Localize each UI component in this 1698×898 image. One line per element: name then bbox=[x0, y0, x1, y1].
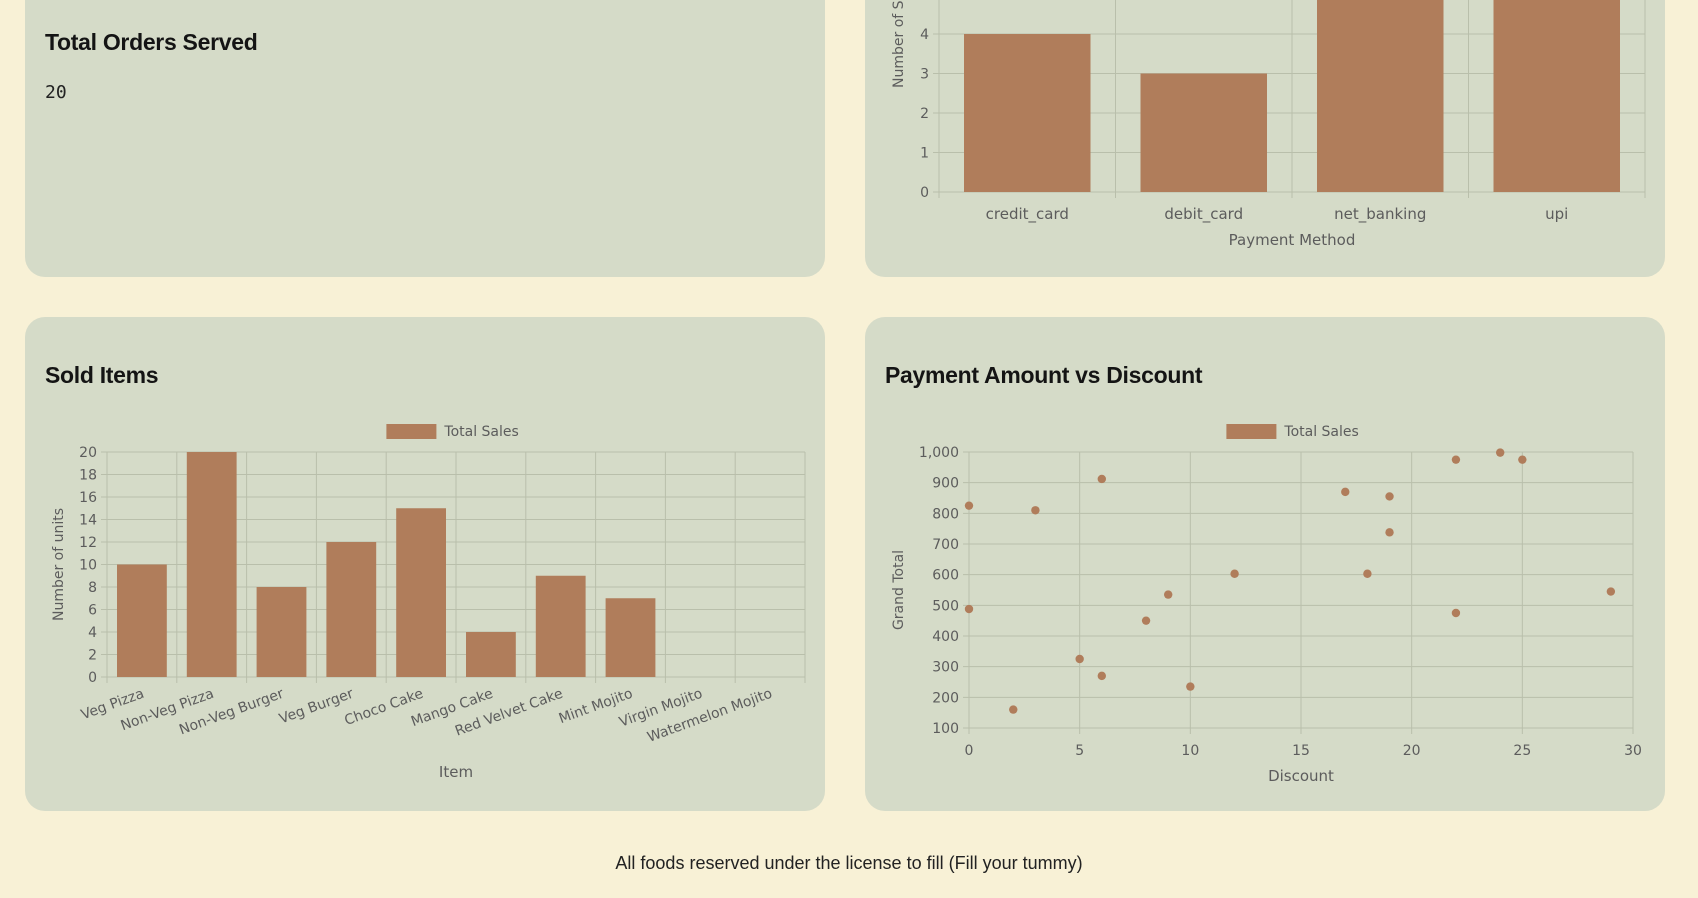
y-tick-label: 2 bbox=[920, 106, 929, 122]
y-tick-label: 2 bbox=[88, 648, 97, 664]
x-tick-label: Watermelon Mojito bbox=[645, 686, 774, 746]
bar-item bbox=[186, 452, 237, 677]
legend-swatch bbox=[1226, 424, 1277, 439]
bar-item bbox=[396, 508, 446, 677]
x-tick-label: 5 bbox=[1075, 743, 1084, 759]
bar-item bbox=[605, 598, 656, 677]
x-axis-label: Item bbox=[439, 763, 473, 781]
legend-label: Total Sales bbox=[443, 424, 518, 440]
y-tick-label: 12 bbox=[79, 535, 97, 551]
y-tick-label: 3 bbox=[920, 67, 929, 83]
y-tick-label: 10 bbox=[79, 558, 97, 574]
scatter-point bbox=[1097, 671, 1106, 681]
y-tick-label: 0 bbox=[920, 185, 929, 201]
y-tick-label: 14 bbox=[79, 513, 97, 529]
bar-net_banking bbox=[1317, 0, 1444, 192]
bar-item bbox=[326, 542, 377, 677]
payment-vs-discount-chart: Total Sales1002003004005006007008009001,… bbox=[891, 424, 1642, 785]
orders-count-value: 20 bbox=[45, 82, 67, 103]
y-tick-label: 700 bbox=[932, 537, 959, 553]
orders-card-title: Total Orders Served bbox=[45, 29, 258, 55]
scatter-card: Payment Amount vs Discount Total Sales 10… bbox=[865, 317, 1665, 811]
y-tick-label: 400 bbox=[932, 629, 959, 645]
y-tick-label: 500 bbox=[932, 598, 959, 614]
y-tick-label: 0 bbox=[88, 670, 97, 686]
scatter-point bbox=[1230, 569, 1239, 578]
y-tick-label: 1 bbox=[920, 146, 929, 162]
y-tick-label: 100 bbox=[932, 721, 959, 737]
x-tick-label: 10 bbox=[1181, 743, 1199, 759]
x-tick-label: 25 bbox=[1513, 743, 1531, 759]
x-tick-label: net_banking bbox=[1334, 205, 1426, 224]
sold-items-title: Sold Items bbox=[45, 362, 159, 388]
bar-debit_card bbox=[1140, 73, 1267, 192]
x-axis-label: Payment Method bbox=[1229, 231, 1356, 249]
legend-swatch bbox=[386, 424, 437, 439]
scatter-point bbox=[1496, 448, 1505, 457]
scatter-point bbox=[1385, 528, 1394, 537]
y-tick-label: 200 bbox=[932, 690, 959, 706]
bar-item bbox=[466, 632, 516, 677]
scatter-point bbox=[1141, 616, 1151, 625]
bar-upi bbox=[1493, 0, 1620, 192]
sold-items-card: Sold Items Total Sales 0 2 4 6 8 10 12 14 16 18 20 V… bbox=[25, 317, 825, 811]
scatter-point bbox=[964, 501, 974, 510]
scatter-point bbox=[1451, 455, 1461, 464]
scatter-point bbox=[1009, 705, 1018, 714]
x-tick-label: credit_card bbox=[986, 205, 1069, 224]
y-axis-label: Number of units bbox=[51, 508, 67, 621]
y-axis-label: Grand Total bbox=[891, 550, 907, 630]
y-tick-label: 4 bbox=[88, 625, 97, 641]
x-tick-label: 30 bbox=[1624, 743, 1642, 759]
x-tick-label: upi bbox=[1545, 205, 1568, 223]
bar-item bbox=[535, 575, 586, 677]
legend-label: Total Sales bbox=[1283, 424, 1358, 440]
orders-card: Total Orders Served 20 bbox=[25, 0, 825, 277]
scatter-point bbox=[1164, 590, 1173, 599]
y-axis-label: Number of Sales bbox=[891, 0, 907, 88]
y-tick-label: 18 bbox=[79, 468, 97, 484]
x-tick-label: 20 bbox=[1403, 743, 1421, 759]
x-axis-label: Discount bbox=[1268, 767, 1334, 785]
scatter-point bbox=[1341, 487, 1350, 497]
scatter-point bbox=[1518, 455, 1527, 464]
y-tick-label: 4 bbox=[920, 27, 929, 43]
scatter-point bbox=[1606, 587, 1616, 596]
scatter-point bbox=[1451, 608, 1461, 618]
bar-item bbox=[256, 587, 307, 677]
x-tick-label: 15 bbox=[1292, 743, 1310, 759]
y-tick-label: 20 bbox=[79, 445, 97, 461]
y-tick-label: 900 bbox=[932, 476, 959, 492]
y-tick-label: 6 bbox=[88, 603, 97, 619]
y-tick-label: 300 bbox=[932, 660, 959, 676]
scatter-point bbox=[1031, 506, 1040, 515]
scatter-point bbox=[1385, 492, 1394, 501]
y-tick-label: 600 bbox=[932, 568, 959, 584]
scatter-point bbox=[964, 604, 974, 614]
scatter-point bbox=[1186, 682, 1195, 691]
scatter-point bbox=[1097, 474, 1106, 484]
x-tick-label: debit_card bbox=[1164, 205, 1243, 224]
bar-credit_card bbox=[964, 34, 1091, 192]
scatter-point bbox=[1075, 654, 1084, 664]
scatter-title: Payment Amount vs Discount bbox=[885, 362, 1203, 388]
x-tick-label: 0 bbox=[965, 743, 974, 759]
bar-item bbox=[117, 564, 167, 677]
footer-text: All foods reserved under the license to … bbox=[615, 853, 1083, 873]
y-tick-label: 16 bbox=[79, 490, 97, 506]
y-tick-label: 8 bbox=[88, 580, 97, 596]
scatter-point bbox=[1363, 569, 1372, 578]
payment-method-chart: 0 1 2 3 4 credit_card debit_card net_banking upi… bbox=[891, 0, 1646, 249]
y-tick-label: 800 bbox=[932, 506, 959, 522]
payment-method-card: 0 1 2 3 4 credit_card debit_card net_banking upi… bbox=[865, 0, 1665, 277]
y-tick-label: 1,000 bbox=[919, 445, 959, 461]
